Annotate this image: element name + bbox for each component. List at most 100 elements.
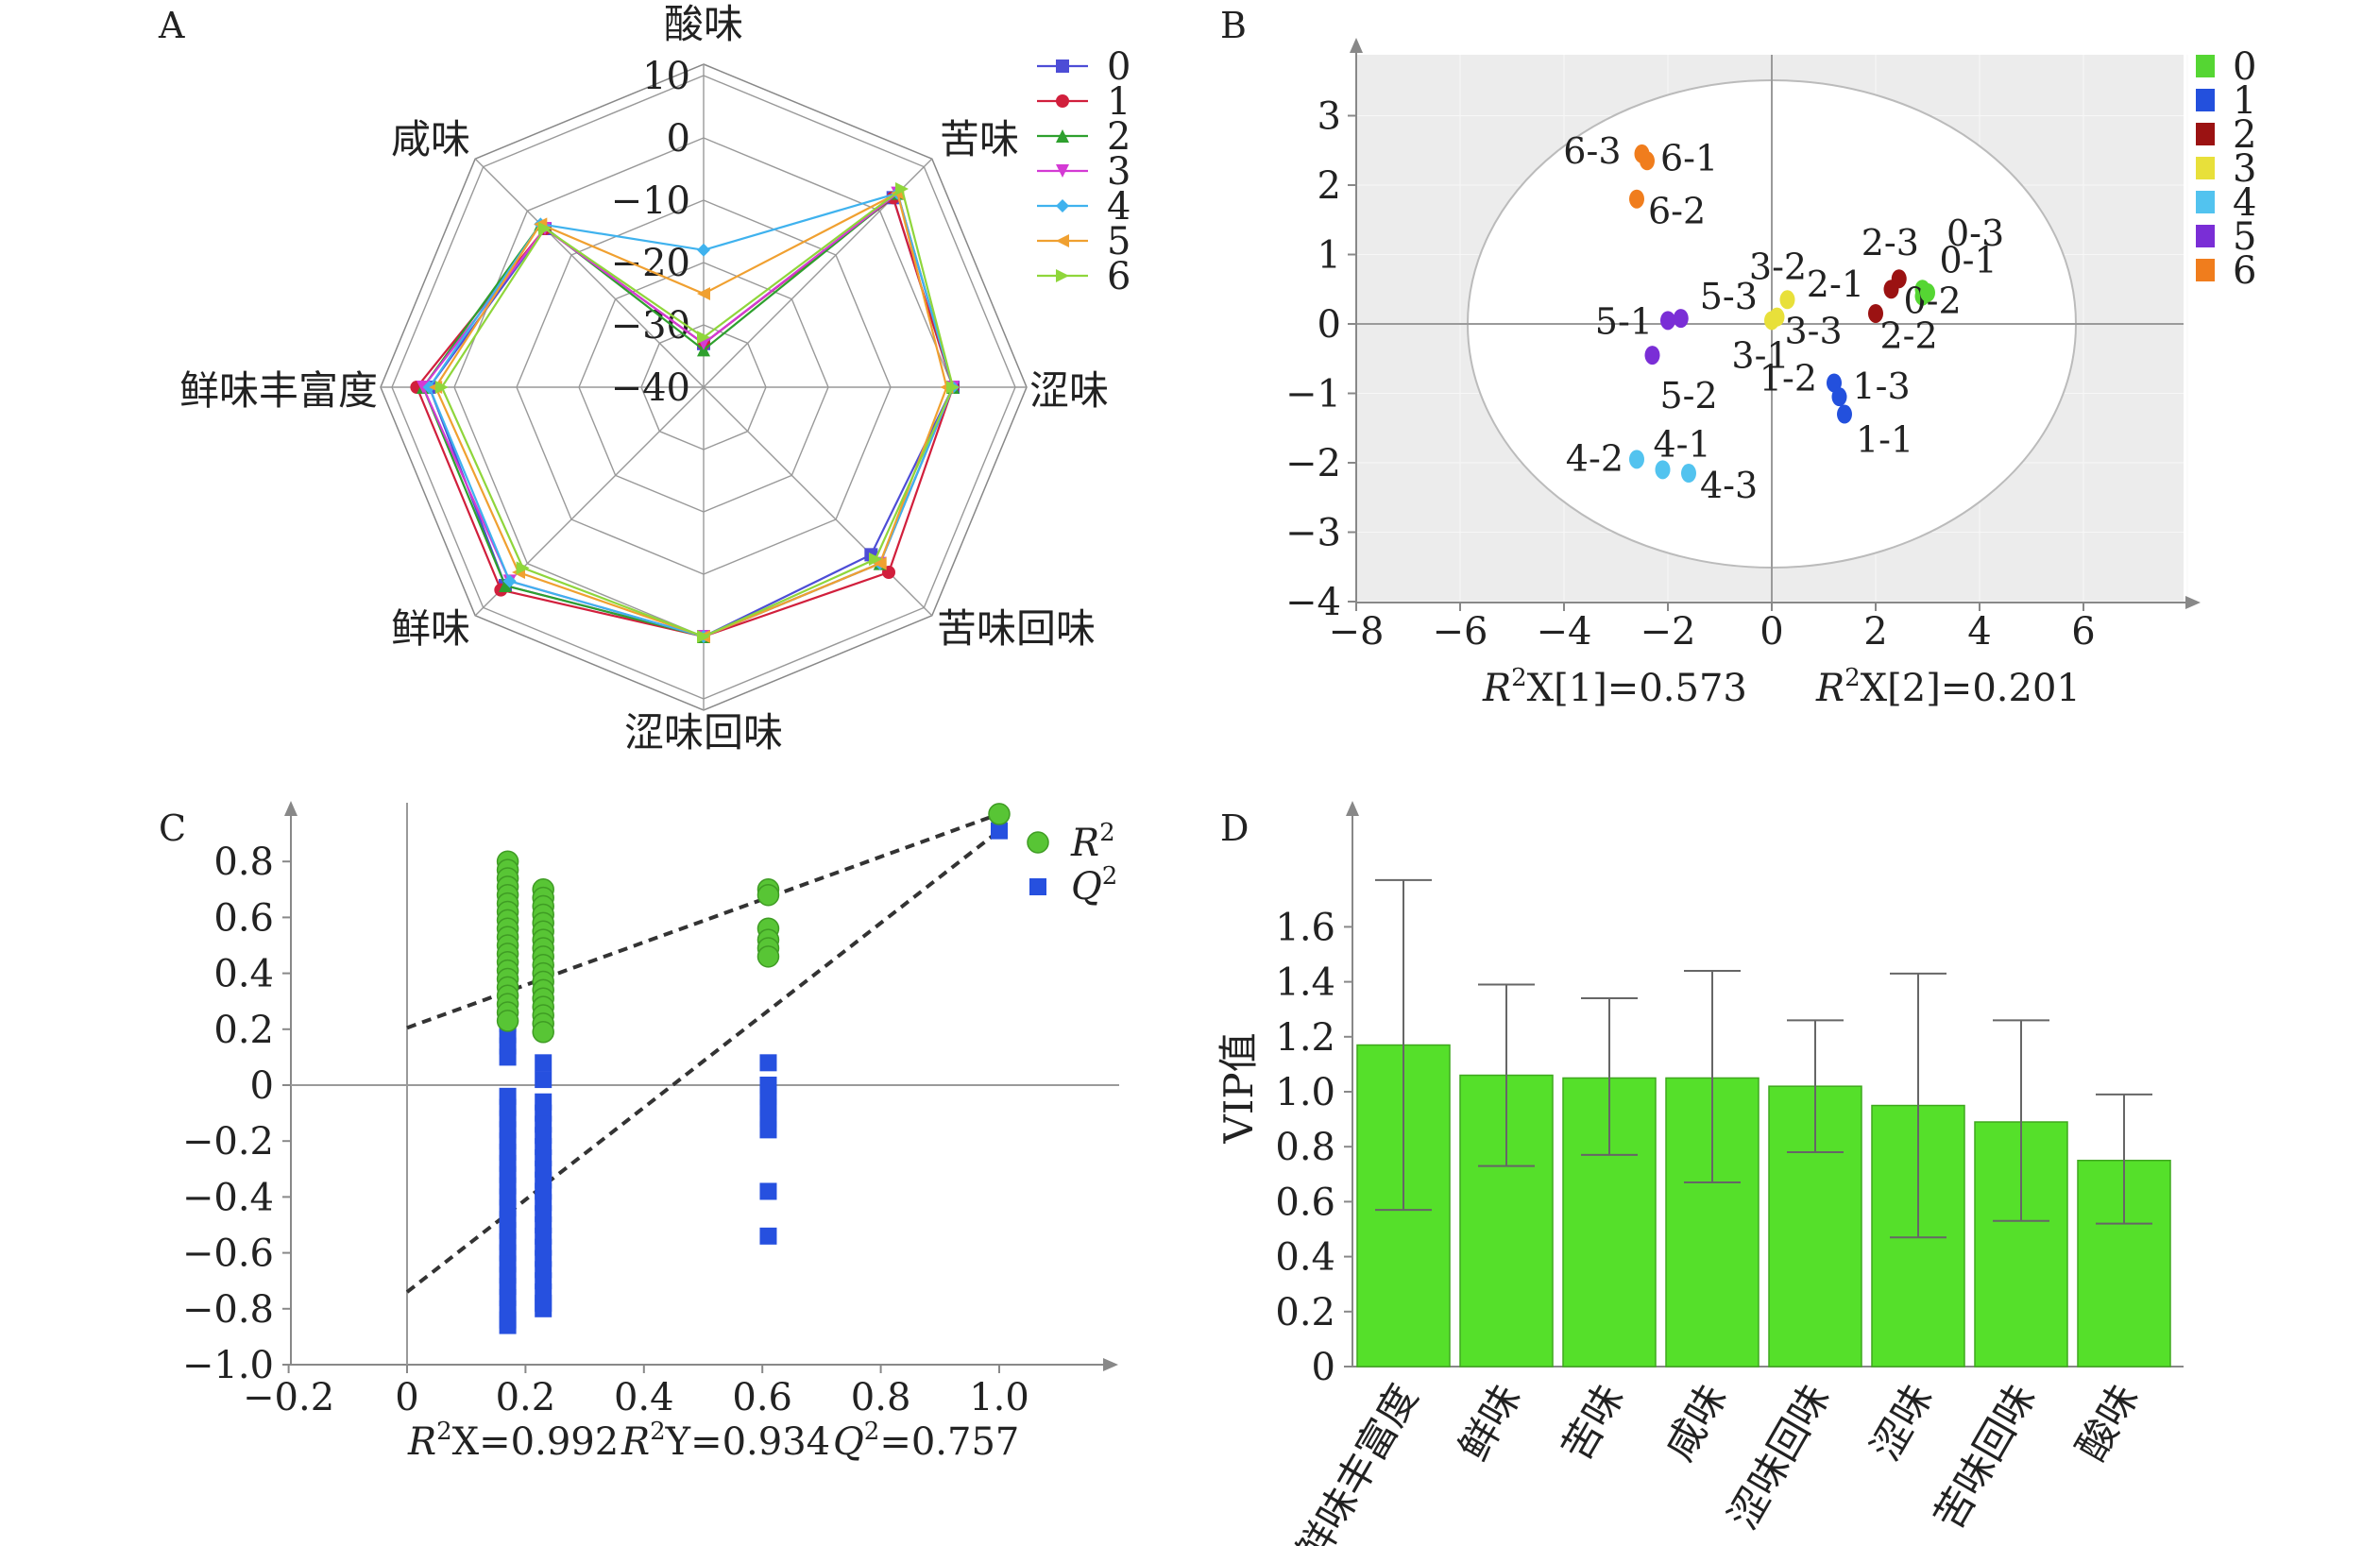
radar-legend-label: 3 bbox=[1107, 150, 1130, 194]
perm-r2y-label: R2Y=0.934 bbox=[620, 1418, 830, 1464]
pca-legend-swatch-1 bbox=[2196, 89, 2215, 111]
pca-point-label: 2-2 bbox=[1880, 314, 1938, 356]
pca-point-label: 6-2 bbox=[1648, 191, 1706, 232]
pca-r2x1-label-sup: 2 bbox=[1511, 664, 1527, 692]
radar-axis-label: 苦味回味 bbox=[937, 605, 1096, 652]
q2-point bbox=[759, 1227, 777, 1245]
perm-x-tick-label: 0.4 bbox=[614, 1376, 674, 1419]
pca-point-1-1 bbox=[1837, 404, 1852, 424]
radar-point-4 bbox=[697, 243, 710, 257]
pca-y-tick-label: 0 bbox=[1318, 303, 1341, 347]
radar-point-6 bbox=[434, 381, 449, 394]
r2-point bbox=[496, 1010, 519, 1032]
perm-legend-q2-label-sup: 2 bbox=[1102, 862, 1118, 891]
pca-y-tick-label: −1 bbox=[1285, 373, 1341, 416]
radar-legend-label: 2 bbox=[1107, 115, 1130, 159]
vip-y-tick-label: 0.6 bbox=[1275, 1181, 1335, 1224]
perm-y-tick-label: −0.2 bbox=[182, 1120, 274, 1164]
q2-regression-line bbox=[405, 829, 1001, 1294]
pca-point-label: 5-3 bbox=[1700, 276, 1758, 317]
radar-point-5 bbox=[697, 287, 710, 300]
radar-legend-marker-3 bbox=[1056, 164, 1069, 178]
perm-x-tick-label: 0.2 bbox=[496, 1376, 556, 1419]
perm-y-tick-label: 0 bbox=[250, 1064, 274, 1108]
radar-legend-marker-1 bbox=[1056, 94, 1069, 108]
pca-r2x1-label: R2X[1]=0.573 bbox=[1482, 664, 1747, 710]
pca-x-arrow bbox=[2185, 596, 2201, 609]
perm-r2x-label-rest: X=0.992 bbox=[452, 1420, 620, 1464]
pca-r2x2-label-rest: X[2]=0.201 bbox=[1861, 667, 2081, 710]
radar-legend-label: 5 bbox=[1107, 220, 1130, 263]
pca-point-label: 2-1 bbox=[1807, 263, 1864, 305]
pca-point-label: 2-3 bbox=[1862, 222, 1919, 263]
perm-legend-q2-label: Q2 bbox=[1071, 862, 1117, 909]
panel-letter-b: B bbox=[1220, 5, 1247, 46]
pca-point-6-2 bbox=[1629, 189, 1644, 209]
q2-point bbox=[759, 1182, 777, 1200]
pca-point-3-3 bbox=[1769, 307, 1785, 327]
radar-axis-label: 涩味 bbox=[1029, 367, 1109, 414]
pca-point-5-3 bbox=[1673, 309, 1689, 329]
radar-point-5 bbox=[873, 556, 887, 570]
pca-point-label: 1-1 bbox=[1856, 419, 1913, 461]
pca-y-tick-label: 1 bbox=[1318, 234, 1341, 278]
perm-q2-label-rest: =0.757 bbox=[879, 1420, 1019, 1464]
q2-point bbox=[759, 1054, 777, 1072]
pca-point-4-1 bbox=[1655, 460, 1671, 480]
pca-r2x2-label: R2X[2]=0.201 bbox=[1815, 664, 2081, 710]
q2-point bbox=[991, 822, 1008, 840]
pca-point-6-3 bbox=[1634, 144, 1650, 163]
perm-q2-label-sup: 2 bbox=[864, 1418, 880, 1446]
pca-point-label: 5-1 bbox=[1595, 300, 1653, 342]
pca-point-label: 4-1 bbox=[1654, 423, 1711, 465]
pca-point-label: 1-2 bbox=[1760, 357, 1817, 399]
radar-point-2 bbox=[498, 579, 512, 593]
q2-point bbox=[499, 1048, 517, 1066]
perm-x-tick-label: 0.6 bbox=[732, 1376, 792, 1419]
radar-legend-marker-5 bbox=[1056, 234, 1069, 247]
radar-legend-marker-6 bbox=[1056, 269, 1069, 282]
pca-x-tick-label: 2 bbox=[1863, 610, 1887, 654]
pca-point-label: 6-3 bbox=[1563, 130, 1621, 172]
radar-axis-label: 苦味 bbox=[940, 116, 1019, 162]
r2-point bbox=[756, 945, 780, 968]
radar-axis-label: 鲜味丰富度 bbox=[179, 367, 378, 414]
perm-r2x-label-letter: R bbox=[407, 1420, 436, 1464]
vip-y-tick-label: 0.8 bbox=[1275, 1126, 1335, 1169]
pca-x-tick-label: 6 bbox=[2071, 610, 2095, 654]
radar-tick-label: −40 bbox=[611, 366, 690, 410]
vip-category-label: 涩味 bbox=[1862, 1377, 1941, 1469]
pca-legend-label: 2 bbox=[2233, 113, 2256, 157]
radar-tick-label: 0 bbox=[667, 117, 690, 161]
pca-point-2-1 bbox=[1868, 303, 1883, 323]
radar-chart: 100−10−20−30−40酸味苦味涩味苦味回味涩味回味鲜味鲜味丰富度咸味01… bbox=[179, 1, 1130, 756]
pca-legend-swatch-2 bbox=[2196, 123, 2215, 145]
radar-legend-label: 0 bbox=[1107, 45, 1130, 89]
radar-legend-label: 6 bbox=[1107, 255, 1130, 298]
perm-r2y-label-rest: Y=0.934 bbox=[665, 1420, 830, 1464]
vip-y-tick-label: 1.4 bbox=[1275, 961, 1335, 1005]
pca-x-tick-label: −8 bbox=[1329, 610, 1385, 654]
pca-x-tick-label: 0 bbox=[1760, 610, 1783, 654]
radar-point-6 bbox=[895, 181, 910, 195]
q2-point bbox=[759, 1121, 777, 1139]
radar-axis-label: 涩味回味 bbox=[624, 709, 783, 756]
radar-point-6 bbox=[516, 561, 530, 575]
perm-legend-r2-label-letter: R bbox=[1070, 822, 1099, 865]
vip-category-label: 苦味回味 bbox=[1925, 1377, 2044, 1538]
pca-r2x2-label-sup: 2 bbox=[1844, 664, 1861, 692]
perm-legend-r2-label: R2 bbox=[1070, 819, 1115, 865]
radar-axis-label: 酸味 bbox=[664, 1, 743, 47]
vip-y-tick-label: 0.4 bbox=[1275, 1236, 1335, 1280]
vip-category-label: 酸味 bbox=[2067, 1377, 2147, 1469]
perm-y-tick-label: 0.6 bbox=[213, 896, 274, 940]
pca-point-3-2 bbox=[1779, 290, 1795, 310]
pca-point-label: 0-3 bbox=[1946, 212, 2004, 254]
vip-category-label: 鲜味 bbox=[1450, 1377, 1529, 1469]
perm-y-tick-label: 0.4 bbox=[213, 953, 274, 996]
pca-x-tick-label: −2 bbox=[1640, 610, 1696, 654]
pca-y-tick-label: −2 bbox=[1285, 442, 1341, 485]
q2-point bbox=[535, 1300, 552, 1317]
